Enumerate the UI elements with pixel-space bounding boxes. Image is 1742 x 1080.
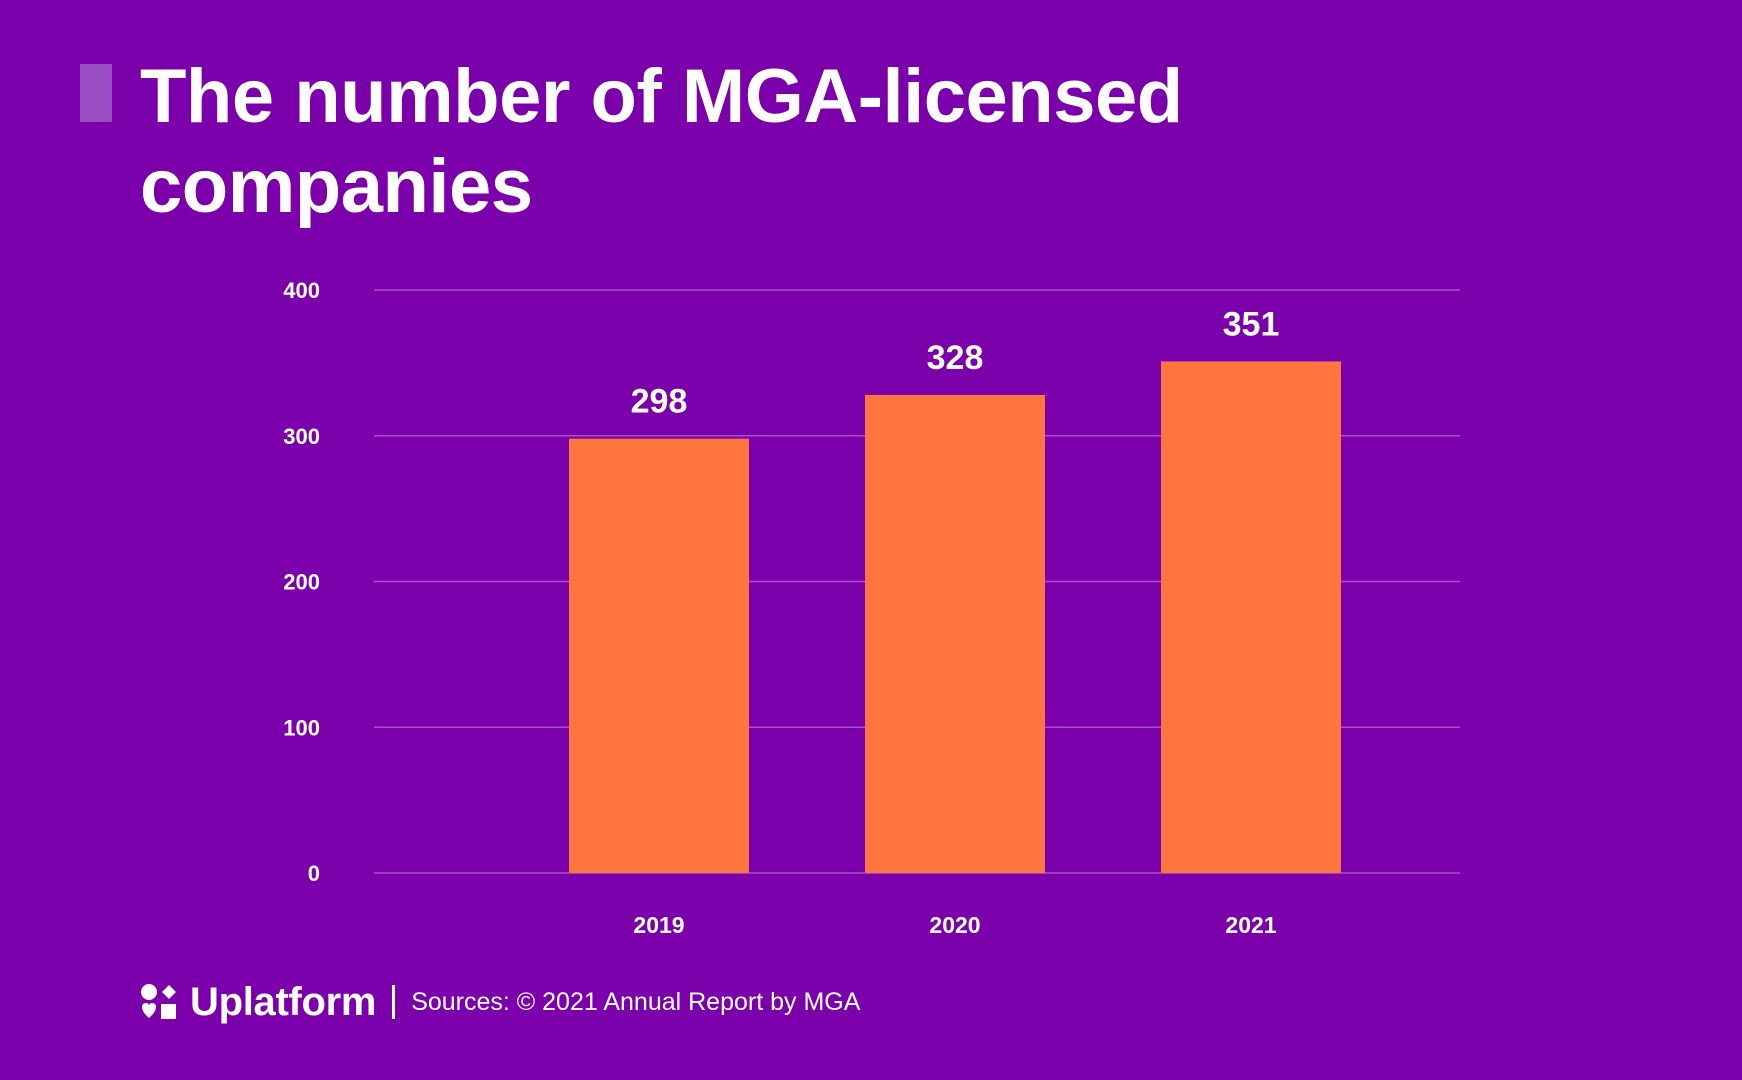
uplatform-logo-icon — [141, 984, 176, 1019]
brand-name: Uplatform — [190, 979, 377, 1024]
chart-title: The number of MGA-licensed companies — [140, 54, 1183, 229]
y-tick-label: 400 — [283, 278, 320, 303]
title-accent-bar — [80, 64, 112, 122]
data-label: 298 — [631, 383, 688, 421]
data-label: 351 — [1223, 305, 1280, 343]
footer-divider — [392, 985, 396, 1019]
x-tick-label: 2019 — [633, 912, 684, 938]
bar — [569, 438, 749, 873]
y-tick-label: 0 — [308, 861, 320, 886]
source-note: Sources: © 2021 Annual Report by MGA — [411, 987, 861, 1016]
y-tick-label: 300 — [283, 424, 320, 449]
bar — [865, 394, 1045, 873]
data-label: 328 — [927, 339, 984, 377]
x-tick-label: 2020 — [929, 912, 980, 938]
footer: Uplatform Sources: © 2021 Annual Report … — [140, 980, 860, 1024]
x-tick-label: 2021 — [1225, 912, 1276, 938]
y-tick-label: 200 — [283, 570, 320, 595]
bar — [1161, 361, 1341, 873]
y-tick-label: 100 — [283, 715, 320, 740]
